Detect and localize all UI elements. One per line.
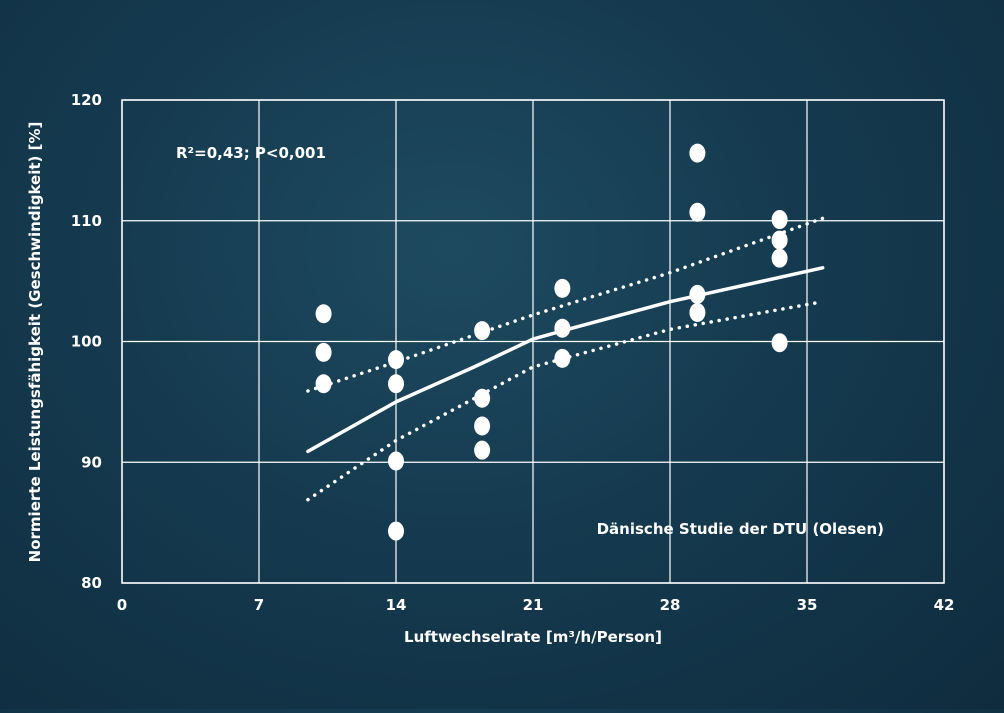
x-tick-label: 42	[934, 596, 955, 614]
data-point	[771, 248, 788, 268]
data-point	[554, 318, 571, 338]
y-tick-label: 100	[71, 333, 102, 351]
grid-layer	[121, 99, 945, 584]
data-point	[315, 304, 332, 324]
x-tick-label: 21	[523, 596, 544, 614]
tick-layer: 0 7 14 21 28 35 42 80 90 100 110 120	[71, 91, 955, 614]
x-tick-label: 28	[660, 596, 681, 614]
data-point	[474, 388, 491, 408]
y-tick-label: 90	[81, 453, 102, 471]
data-point	[474, 440, 491, 460]
data-point	[388, 451, 404, 471]
data-point	[689, 143, 706, 163]
point-layer	[315, 143, 788, 541]
y-axis-title: Normierte Leistungsfähigkeit (Geschwindi…	[26, 122, 44, 563]
data-point	[771, 333, 788, 353]
source-annotation: Dänische Studie der DTU (Olesen)	[597, 520, 884, 538]
data-point	[474, 416, 491, 436]
data-point	[315, 374, 332, 394]
data-point	[554, 348, 571, 368]
data-point	[474, 321, 491, 341]
y-tick-label: 120	[71, 91, 102, 109]
stats-annotation: R²=0,43; P<0,001	[176, 144, 326, 162]
data-point	[388, 350, 404, 370]
x-axis-title: Luftwechselrate [m³/h/Person]	[404, 628, 662, 646]
data-point	[689, 303, 706, 323]
data-point	[315, 342, 332, 362]
data-point	[388, 521, 404, 541]
data-point	[689, 202, 706, 222]
lower-confidence-line	[306, 299, 825, 502]
data-point	[771, 230, 788, 250]
data-point	[554, 278, 571, 298]
x-tick-label: 7	[254, 596, 264, 614]
data-point	[689, 284, 706, 304]
x-tick-label: 35	[797, 596, 818, 614]
line-layer	[306, 216, 825, 502]
regression-line	[306, 266, 825, 454]
data-point	[771, 210, 788, 230]
data-point	[388, 374, 404, 394]
x-tick-label: 14	[386, 596, 407, 614]
y-tick-label: 80	[81, 574, 102, 592]
x-tick-label: 0	[117, 596, 127, 614]
y-tick-label: 110	[71, 212, 102, 230]
plot-frame	[121, 99, 945, 584]
